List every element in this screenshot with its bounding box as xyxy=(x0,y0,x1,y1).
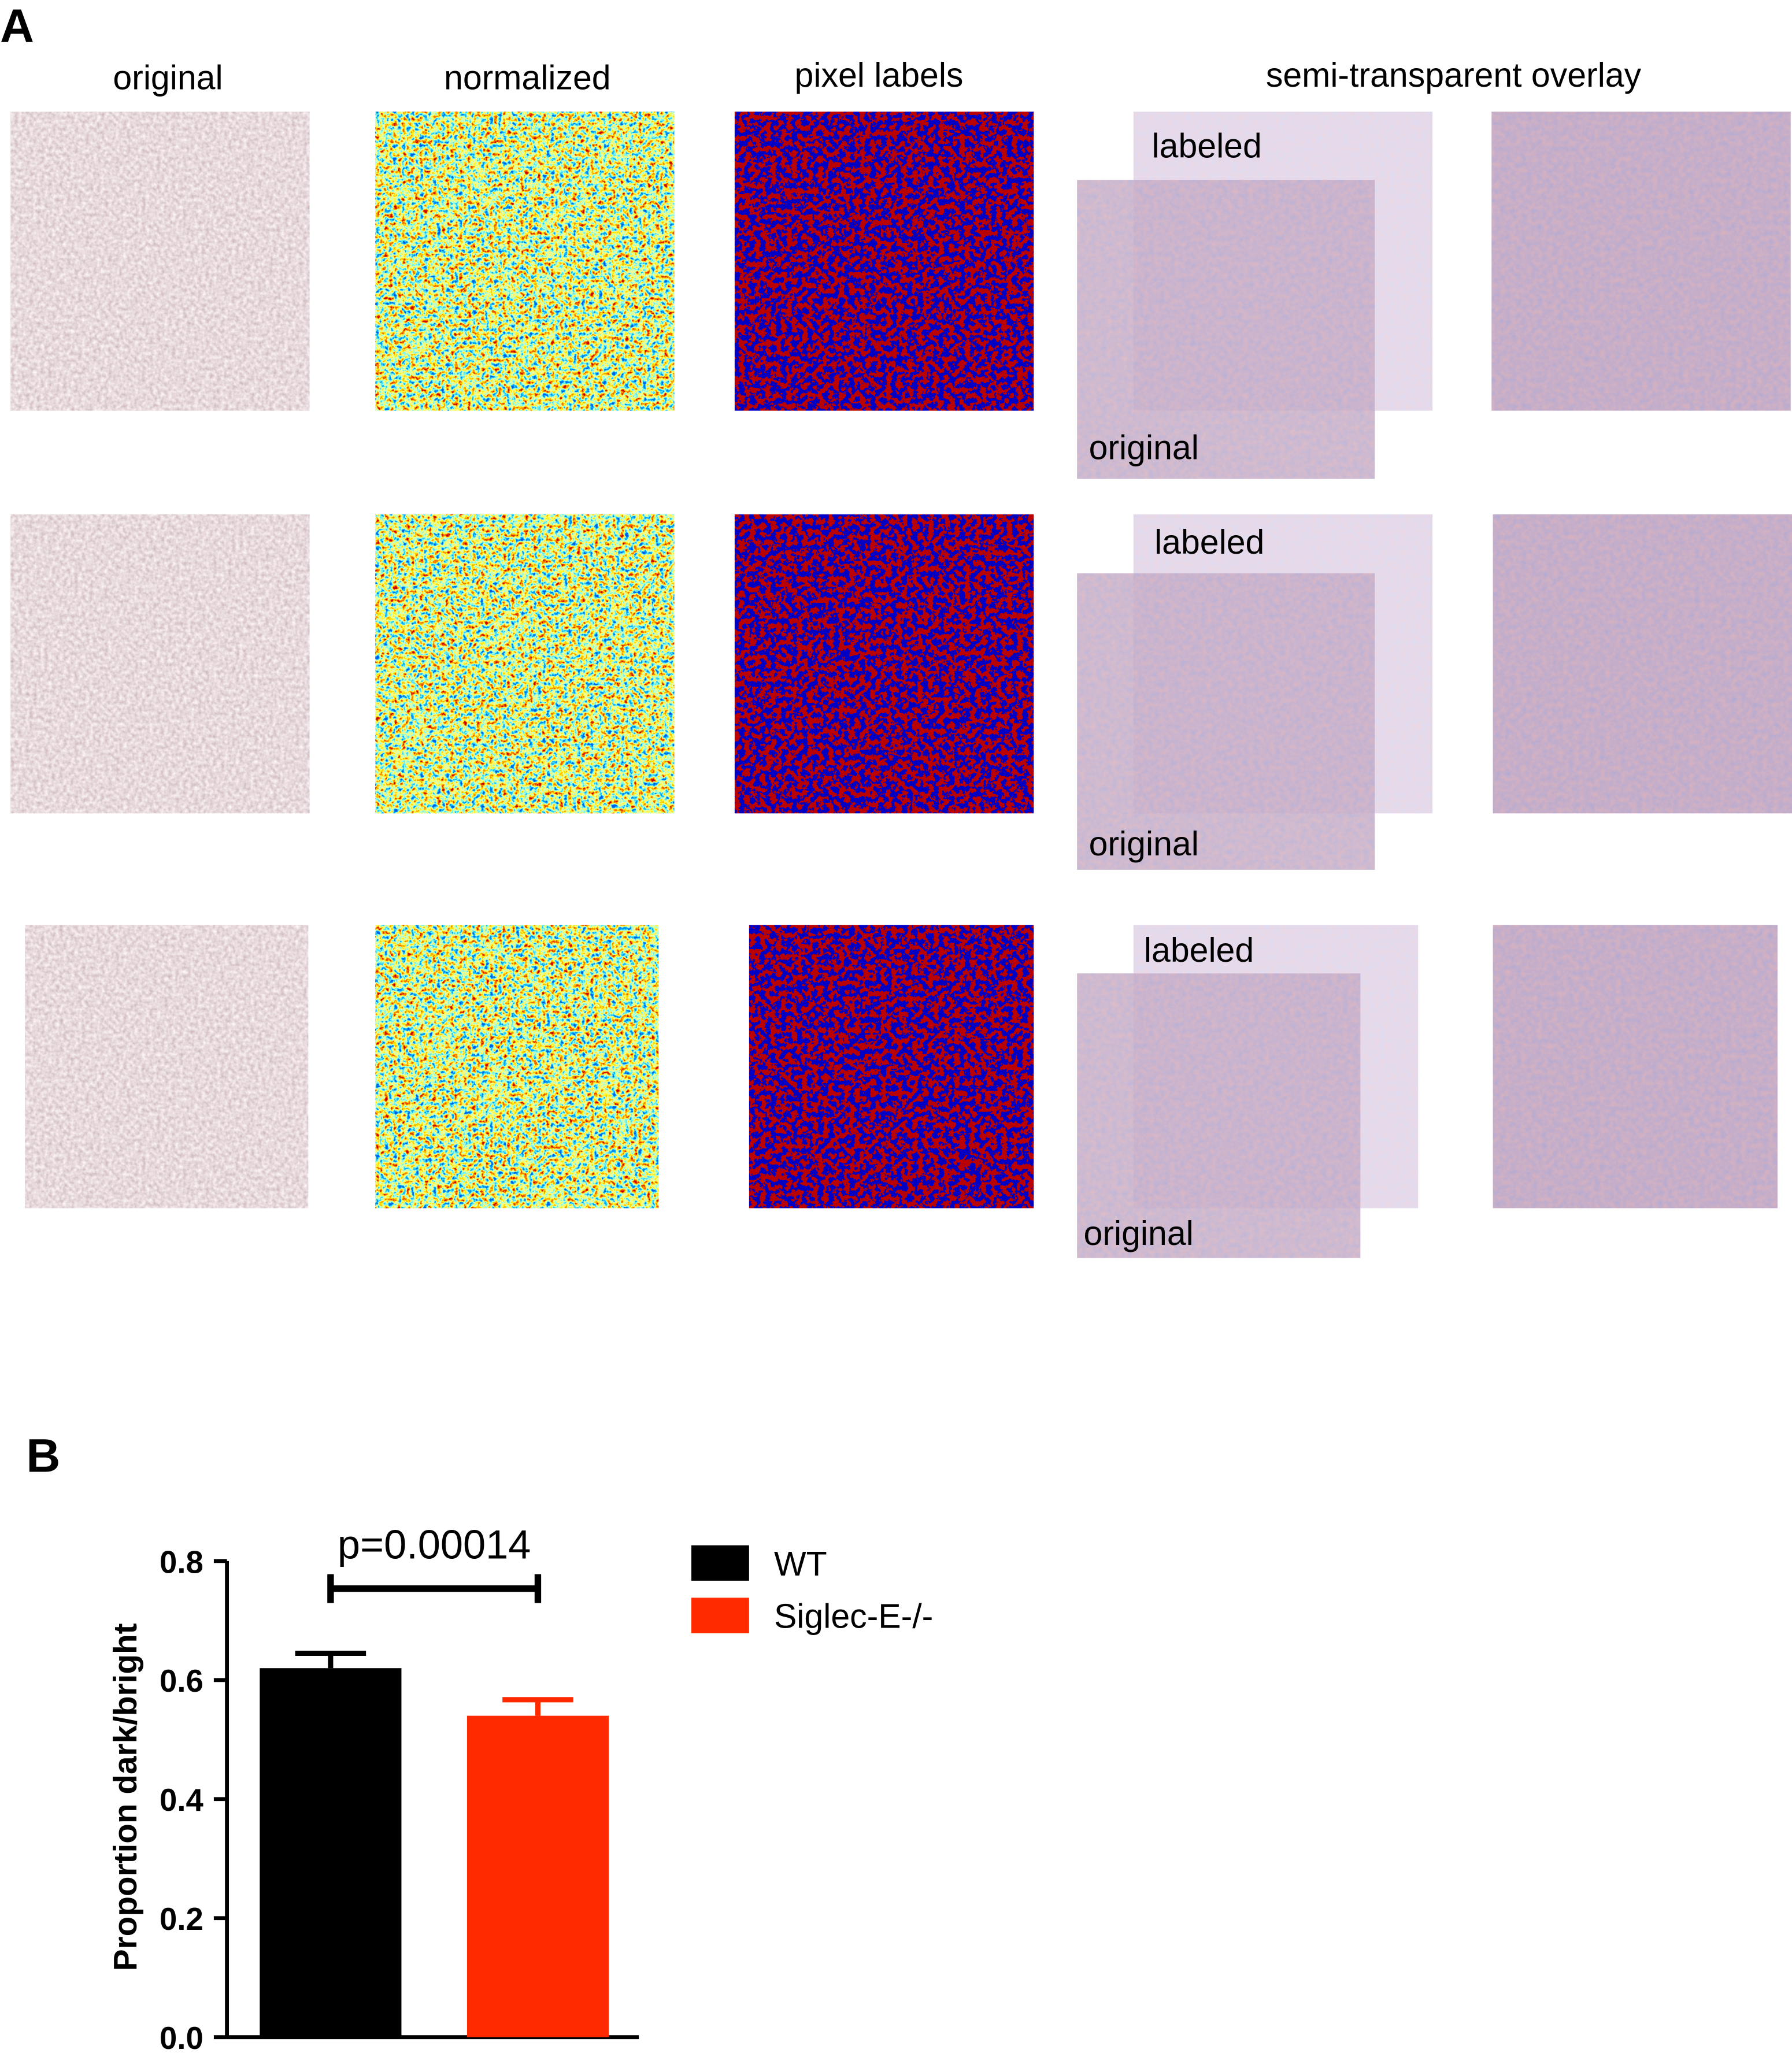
normalized-image xyxy=(375,925,659,1209)
original-overlay-image xyxy=(1077,573,1375,870)
pixel-labels-image xyxy=(734,112,1034,411)
bar xyxy=(260,1668,402,2037)
column-title: pixel labels xyxy=(795,56,964,94)
overlay-label: original xyxy=(1089,825,1199,863)
bar xyxy=(466,1715,609,2037)
overlay-label: labeled xyxy=(1144,931,1254,969)
normalized-image xyxy=(375,514,675,814)
original-image xyxy=(25,925,309,1209)
y-tick-label: 0.0 xyxy=(160,2021,203,2056)
y-axis-label: Proportion dark/bright xyxy=(108,1623,144,1971)
overlay-label: original xyxy=(1089,429,1199,467)
y-tick-label: 0.2 xyxy=(160,1902,203,1937)
pixel-labels-image xyxy=(749,925,1034,1209)
panel-label: A xyxy=(0,0,34,53)
original-overlay-image xyxy=(1077,180,1375,479)
y-tick-label: 0.6 xyxy=(160,1663,203,1699)
bar-chart: 0.0 0.2 0.4 0.6 0.8 Proportion dark/bright WT S… xyxy=(108,1521,933,2056)
legend-label: WT xyxy=(774,1545,827,1583)
original-overlay-image xyxy=(1077,973,1361,1258)
overlay-label: original xyxy=(1084,1214,1194,1252)
y-tick-label: 0.4 xyxy=(160,1782,203,1818)
overlay-image xyxy=(1491,112,1791,411)
normalized-image xyxy=(375,112,675,411)
overlay-label: labeled xyxy=(1154,523,1264,561)
legend-label: Siglec-E-/- xyxy=(774,1598,933,1636)
overlay-image xyxy=(1493,925,1778,1209)
overlay-image xyxy=(1493,514,1792,814)
column-title: normalized xyxy=(444,59,611,97)
panel-label: B xyxy=(26,1430,60,1482)
legend-swatch xyxy=(691,1598,749,1633)
legend-swatch xyxy=(691,1545,749,1581)
original-image xyxy=(10,514,310,814)
original-image xyxy=(10,112,310,411)
y-tick-label: 0.8 xyxy=(160,1544,203,1580)
column-title: original xyxy=(113,59,223,97)
pixel-labels-image xyxy=(734,514,1034,814)
image-grid: labeled original labeled original labeled ori… xyxy=(10,112,1792,1258)
column-title: semi-transparent overlay xyxy=(1266,56,1642,94)
p-value: p=0.00014 xyxy=(338,1521,531,1567)
overlay-label: labeled xyxy=(1152,127,1262,165)
